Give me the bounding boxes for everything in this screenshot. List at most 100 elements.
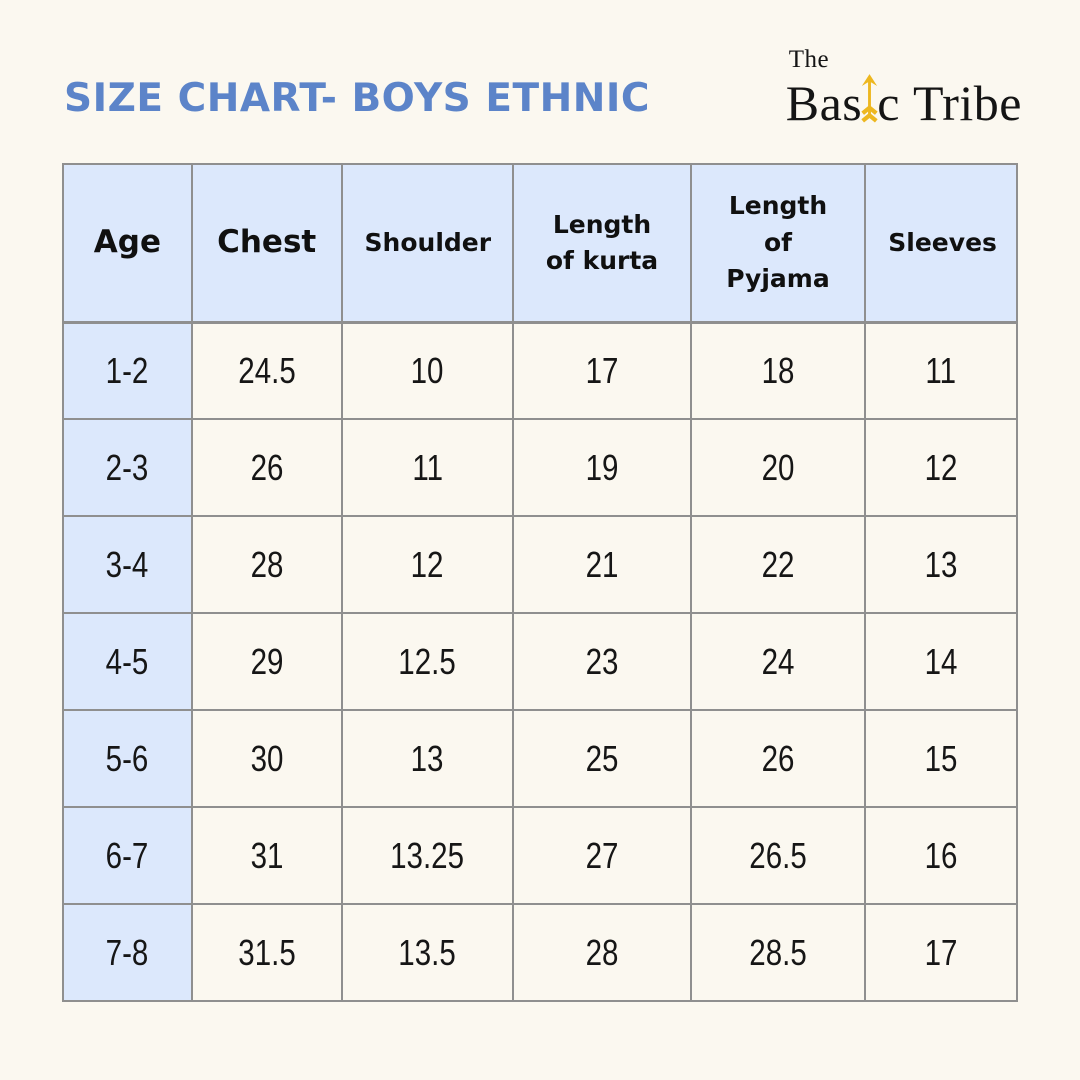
logo-c: c [877,74,900,131]
data-cell: 11 [340,418,515,517]
age-value: 1-2 [106,349,149,391]
measurement-value: 13 [924,543,958,585]
logo-bas: Bas [785,74,863,131]
data-cell: 13.25 [340,806,515,905]
data-cell: 17 [512,321,692,420]
age-value: 7-8 [106,931,149,973]
header-cell: Length of kurta [512,163,692,324]
measurement-value: 17 [585,349,619,391]
table-body: 1-2 24.5 10 17 18 11 2-3 26 11 19 20 12 3-4 28 12 21 22 1… [62,321,1018,1002]
data-cell: 24.5 [190,321,343,420]
measurement-value: 14 [924,640,958,682]
age-cell: 4-5 [62,612,193,711]
data-cell: 21 [512,515,692,614]
header-cell: Sleeves [864,163,1018,324]
data-cell: 18 [689,321,867,420]
table-row: 2-3 26 11 19 20 12 [62,418,1018,517]
table-row: 5-6 30 13 25 26 15 [62,709,1018,808]
measurement-value: 13.5 [398,931,457,973]
measurement-value: 23 [585,640,619,682]
size-table: Age Chest Shoulder Length of kurta Length of… [62,163,1018,1002]
brand-logo: The Bas c Tribe [786,46,1022,128]
data-cell: 13 [864,515,1018,614]
table-row: 4-5 29 12.5 23 24 14 [62,612,1018,711]
table-row: 6-7 31 13.25 27 26.5 16 [62,806,1018,905]
data-cell: 25 [512,709,692,808]
data-cell: 31 [190,806,343,905]
logo-wordmark: Bas c Tribe [785,73,1022,131]
page-title: SIZE CHART- BOYS ETHNIC [64,76,651,121]
data-cell: 12 [340,515,515,614]
measurement-value: 20 [761,446,795,488]
data-cell: 19 [512,418,692,517]
data-cell: 29 [190,612,343,711]
measurement-value: 19 [585,446,619,488]
header-cell: Chest [190,163,343,324]
data-cell: 13.5 [340,903,515,1002]
age-cell: 7-8 [62,903,193,1002]
logo-the: The [788,46,830,73]
measurement-value: 28 [585,931,619,973]
measurement-value: 26 [250,446,284,488]
table-row: 1-2 24.5 10 17 18 11 [62,321,1018,420]
measurement-value: 24.5 [237,349,296,391]
header-cell: Age [62,163,193,324]
age-value: 2-3 [106,446,149,488]
measurement-value: 12 [410,543,444,585]
age-cell: 6-7 [62,806,193,905]
data-cell: 16 [864,806,1018,905]
data-cell: 26 [190,418,343,517]
measurement-value: 13 [410,737,444,779]
data-cell: 13 [340,709,515,808]
data-cell: 28 [512,903,692,1002]
measurement-value: 22 [761,543,795,585]
measurement-value: 31 [250,834,284,876]
measurement-value: 26 [761,737,795,779]
measurement-value: 17 [924,931,958,973]
measurement-value: 10 [410,349,444,391]
measurement-value: 18 [761,349,795,391]
data-cell: 11 [864,321,1018,420]
data-cell: 14 [864,612,1018,711]
data-cell: 12 [864,418,1018,517]
data-cell: 23 [512,612,692,711]
measurement-value: 28 [250,543,284,585]
measurement-value: 30 [250,737,284,779]
measurement-value: 31.5 [237,931,296,973]
measurement-value: 16 [924,834,958,876]
measurement-value: 24 [761,640,795,682]
measurement-value: 29 [250,640,284,682]
data-cell: 20 [689,418,867,517]
table-row: 3-4 28 12 21 22 13 [62,515,1018,614]
measurement-value: 28.5 [749,931,807,973]
table-header-row: Age Chest Shoulder Length of kurta Length of… [62,163,1018,324]
age-value: 5-6 [106,737,149,779]
data-cell: 27 [512,806,692,905]
data-cell: 26 [689,709,867,808]
measurement-value: 26.5 [749,834,807,876]
header-cell: Shoulder [340,163,515,324]
data-cell: 22 [689,515,867,614]
up-arrow-icon [861,73,878,123]
age-value: 6-7 [106,834,149,876]
age-cell: 5-6 [62,709,193,808]
data-cell: 17 [864,903,1018,1002]
data-cell: 30 [190,709,343,808]
measurement-value: 21 [585,543,619,585]
measurement-value: 11 [412,446,443,488]
header-cell: Length of Pyjama [689,163,867,324]
measurement-value: 15 [924,737,958,779]
measurement-value: 11 [925,349,957,391]
data-cell: 15 [864,709,1018,808]
data-cell: 10 [340,321,515,420]
measurement-value: 13.25 [390,834,465,876]
data-cell: 26.5 [689,806,867,905]
data-cell: 31.5 [190,903,343,1002]
logo-tribe: Tribe [912,74,1022,131]
measurement-value: 25 [585,737,619,779]
measurement-value: 12 [924,446,958,488]
age-value: 4-5 [106,640,149,682]
age-value: 3-4 [106,543,149,585]
data-cell: 24 [689,612,867,711]
